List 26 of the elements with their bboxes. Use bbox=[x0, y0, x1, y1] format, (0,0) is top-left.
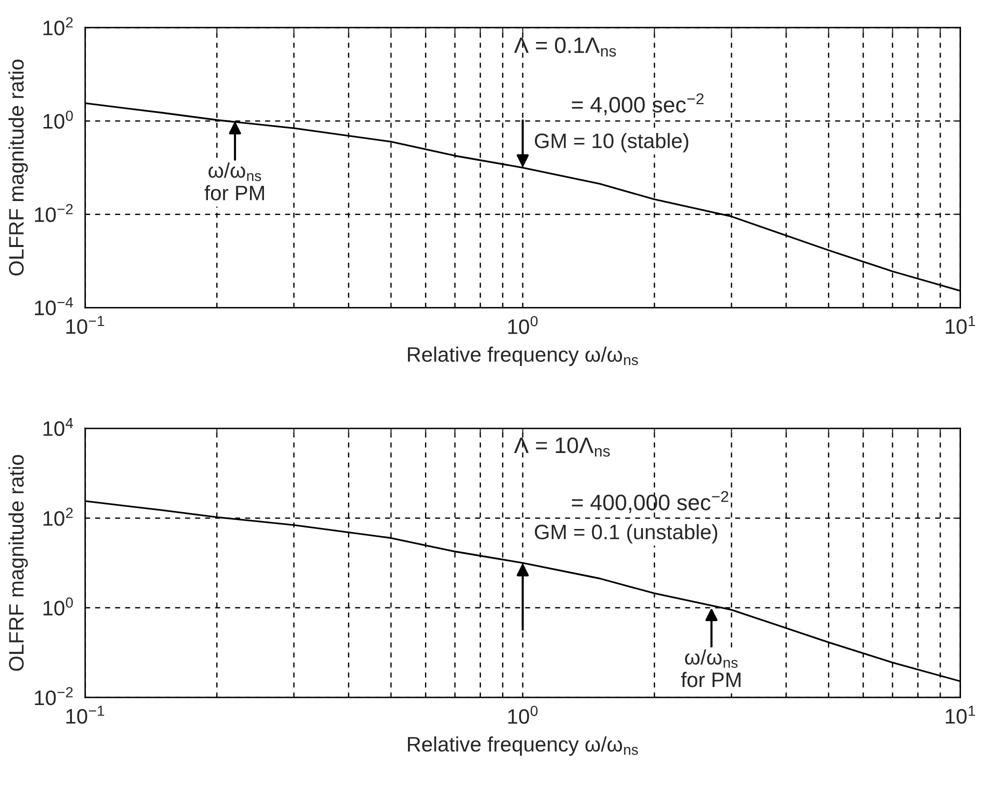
y-tick-label: 10$^{−2}$ bbox=[34, 687, 73, 706]
annotation: = 4,000 sec$^{−2}$ bbox=[572, 93, 704, 116]
annotation: Λ = 0.1Λ$_{ns}$ bbox=[514, 37, 616, 57]
x-tick-label: 10$^{1}$ bbox=[946, 316, 976, 334]
x-tick-label: 10$^{−1}$ bbox=[66, 706, 104, 724]
y-tick-label: 10$^{−2}$ bbox=[34, 204, 73, 222]
y-tick-label: 10$^{0}$ bbox=[44, 597, 73, 616]
y-axis-title: OLFRF magnitude ratio bbox=[8, 454, 28, 671]
y-tick-label: 10$^{−4}$ bbox=[34, 297, 73, 316]
annotation: ω/ω$_{ns}$ for PM bbox=[681, 649, 740, 688]
annotation: Λ = 10Λ$_{ns}$ bbox=[514, 437, 610, 457]
annotation: GM = 10 (stable) bbox=[534, 132, 688, 152]
y-tick-label: 10$^{4}$ bbox=[44, 418, 73, 436]
x-tick-label: 10$^{0}$ bbox=[508, 706, 538, 724]
annotation: GM = 0.1 (unstable) bbox=[534, 524, 718, 544]
y-tick-label: 10$^{2}$ bbox=[44, 17, 73, 36]
x-tick-label: 10$^{−1}$ bbox=[66, 316, 104, 334]
y-axis-title: OLFRF magnitude ratio bbox=[8, 60, 28, 276]
x-axis-title: Relative frequency ω/ω$_{ns}$ bbox=[408, 736, 638, 756]
x-axis-title: Relative frequency ω/ω$_{ns}$ bbox=[408, 346, 638, 366]
x-tick-label: 10$^{0}$ bbox=[508, 316, 538, 334]
y-tick-label: 10$^{0}$ bbox=[44, 110, 73, 129]
y-tick-label: 10$^{2}$ bbox=[44, 508, 73, 526]
x-tick-label: 10$^{1}$ bbox=[946, 706, 976, 724]
annotation: = 400,000 sec$^{−2}$ bbox=[572, 491, 728, 513]
annotation: ω/ω$_{ns}$ for PM bbox=[204, 162, 264, 200]
